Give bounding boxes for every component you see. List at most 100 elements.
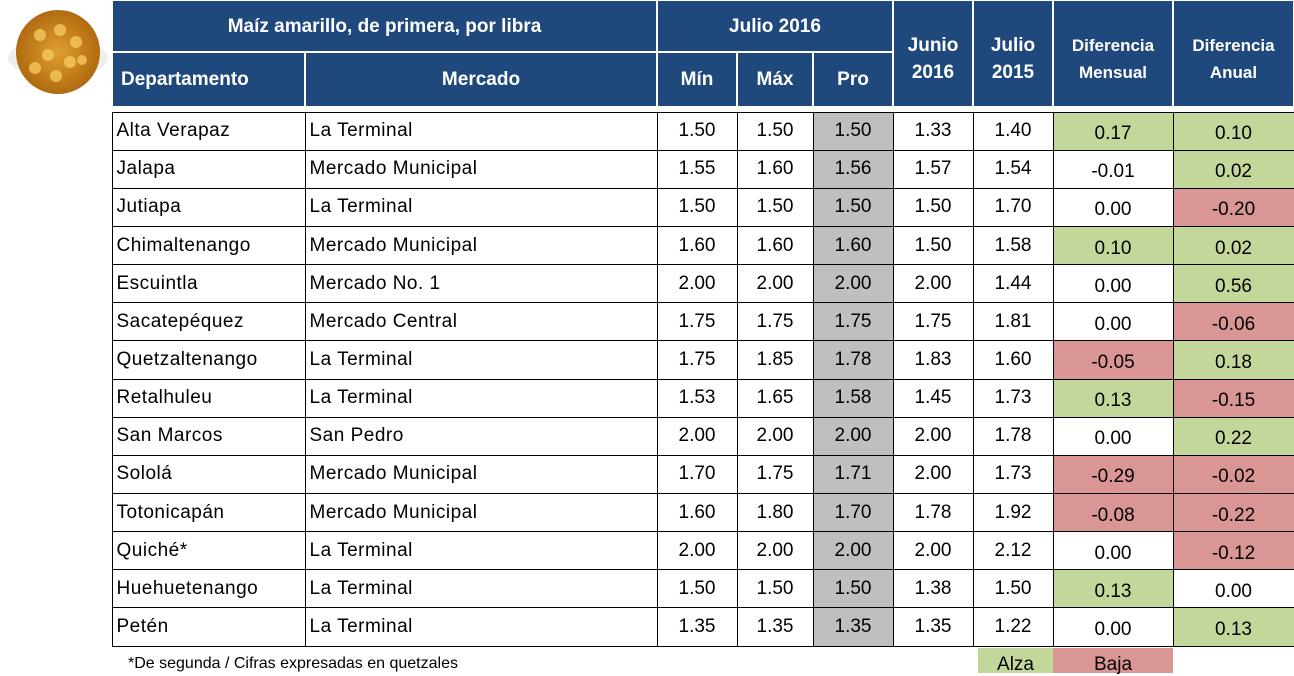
column-header: Departamento <box>112 52 305 107</box>
number-cell: 0.18 <box>1173 340 1294 379</box>
text-cell: La Terminal <box>305 379 658 418</box>
number-cell: -0.29 <box>1053 455 1174 494</box>
number-cell: 1.70 <box>813 493 894 532</box>
number-cell: 1.50 <box>737 112 814 151</box>
text-cell: Mercado Central <box>305 302 658 341</box>
number-cell: 1.60 <box>657 493 738 532</box>
text-cell: Chimaltenango <box>112 226 306 265</box>
number-cell: 1.60 <box>737 150 814 189</box>
number-cell: 1.50 <box>657 112 738 151</box>
number-cell: 0.13 <box>1173 607 1294 646</box>
text-cell: La Terminal <box>305 188 658 227</box>
number-cell: 1.60 <box>973 340 1054 379</box>
number-cell: 1.50 <box>737 569 814 608</box>
number-cell: -0.20 <box>1173 188 1294 227</box>
number-cell: 1.78 <box>893 493 974 532</box>
number-cell: 0.02 <box>1173 150 1294 189</box>
text-cell: La Terminal <box>305 531 658 570</box>
number-cell: 1.50 <box>973 569 1054 608</box>
number-cell: 0.56 <box>1173 264 1294 303</box>
number-cell: 1.73 <box>973 455 1054 494</box>
number-cell: 0.10 <box>1173 112 1294 151</box>
number-cell: 1.33 <box>893 112 974 151</box>
number-cell: 0.10 <box>1053 226 1174 265</box>
number-cell: 2.00 <box>893 531 974 570</box>
number-cell: 2.00 <box>657 531 738 570</box>
number-cell: 1.57 <box>893 150 974 189</box>
number-cell: 0.17 <box>1053 112 1174 151</box>
number-cell: 1.22 <box>973 607 1054 646</box>
number-cell: 1.80 <box>737 493 814 532</box>
corn-icon <box>0 0 112 112</box>
number-cell: 2.00 <box>737 417 814 456</box>
number-cell: 1.73 <box>973 379 1054 418</box>
number-cell: -0.12 <box>1173 531 1294 570</box>
header-line: Anual <box>1210 59 1257 86</box>
number-cell: 1.50 <box>737 188 814 227</box>
number-cell: 1.50 <box>657 569 738 608</box>
header-title: Maíz amarillo, de primera, por libra <box>112 0 657 52</box>
text-cell: San Marcos <box>112 417 306 456</box>
header-line: Julio <box>991 32 1035 59</box>
text-cell: Mercado Municipal <box>305 493 658 532</box>
number-cell: 1.54 <box>973 150 1054 189</box>
header-line: Junio <box>908 32 959 59</box>
number-cell: 1.83 <box>893 340 974 379</box>
number-cell: 1.60 <box>737 226 814 265</box>
text-cell: Huehuetenango <box>112 569 306 608</box>
number-cell: 0.00 <box>1053 417 1174 456</box>
number-cell: 0.02 <box>1173 226 1294 265</box>
legend-item: Alza <box>978 648 1053 673</box>
text-cell: Petén <box>112 607 306 646</box>
footer-note: *De segunda / Cifras expresadas en quetz… <box>128 652 728 676</box>
number-cell: 1.50 <box>813 112 894 151</box>
number-cell: 1.75 <box>737 455 814 494</box>
number-cell: 1.78 <box>973 417 1054 456</box>
number-cell: 1.50 <box>657 188 738 227</box>
number-cell: 1.81 <box>973 302 1054 341</box>
number-cell: 1.60 <box>657 226 738 265</box>
number-cell: 1.78 <box>813 340 894 379</box>
number-cell: 1.50 <box>893 188 974 227</box>
number-cell: 1.55 <box>657 150 738 189</box>
header-line: 2015 <box>992 59 1034 86</box>
text-cell: Quetzaltenango <box>112 340 306 379</box>
number-cell: 1.38 <box>893 569 974 608</box>
number-cell: 2.00 <box>737 264 814 303</box>
number-cell: -0.05 <box>1053 340 1174 379</box>
number-cell: -0.15 <box>1173 379 1294 418</box>
text-cell: San Pedro <box>305 417 658 456</box>
text-cell: Retalhuleu <box>112 379 306 418</box>
text-cell: Jutiapa <box>112 188 306 227</box>
column-header: Pro <box>813 52 893 107</box>
text-cell: La Terminal <box>305 607 658 646</box>
number-cell: 1.75 <box>893 302 974 341</box>
number-cell: -0.02 <box>1173 455 1294 494</box>
header-line: Diferencia <box>1192 32 1274 59</box>
number-cell: 1.85 <box>737 340 814 379</box>
number-cell: 2.00 <box>893 417 974 456</box>
text-cell: La Terminal <box>305 569 658 608</box>
text-cell: Mercado Municipal <box>305 455 658 494</box>
column-header: Mín <box>657 52 737 107</box>
number-cell: 2.00 <box>657 264 738 303</box>
text-cell: La Terminal <box>305 112 658 151</box>
number-cell: -0.01 <box>1053 150 1174 189</box>
legend-item: Baja <box>1053 648 1173 673</box>
text-cell: Jalapa <box>112 150 306 189</box>
text-cell: Mercado Municipal <box>305 226 658 265</box>
number-cell: 1.35 <box>657 607 738 646</box>
number-cell: 0.00 <box>1053 188 1174 227</box>
number-cell: -0.22 <box>1173 493 1294 532</box>
number-cell: 0.22 <box>1173 417 1294 456</box>
number-cell: 1.71 <box>813 455 894 494</box>
number-cell: 1.65 <box>737 379 814 418</box>
header-line: Diferencia <box>1072 32 1154 59</box>
number-cell: 0.13 <box>1053 569 1174 608</box>
number-cell: 1.50 <box>893 226 974 265</box>
number-cell: 1.60 <box>813 226 894 265</box>
number-cell: 1.35 <box>813 607 894 646</box>
number-cell: 1.50 <box>813 188 894 227</box>
text-cell: Quiché* <box>112 531 306 570</box>
